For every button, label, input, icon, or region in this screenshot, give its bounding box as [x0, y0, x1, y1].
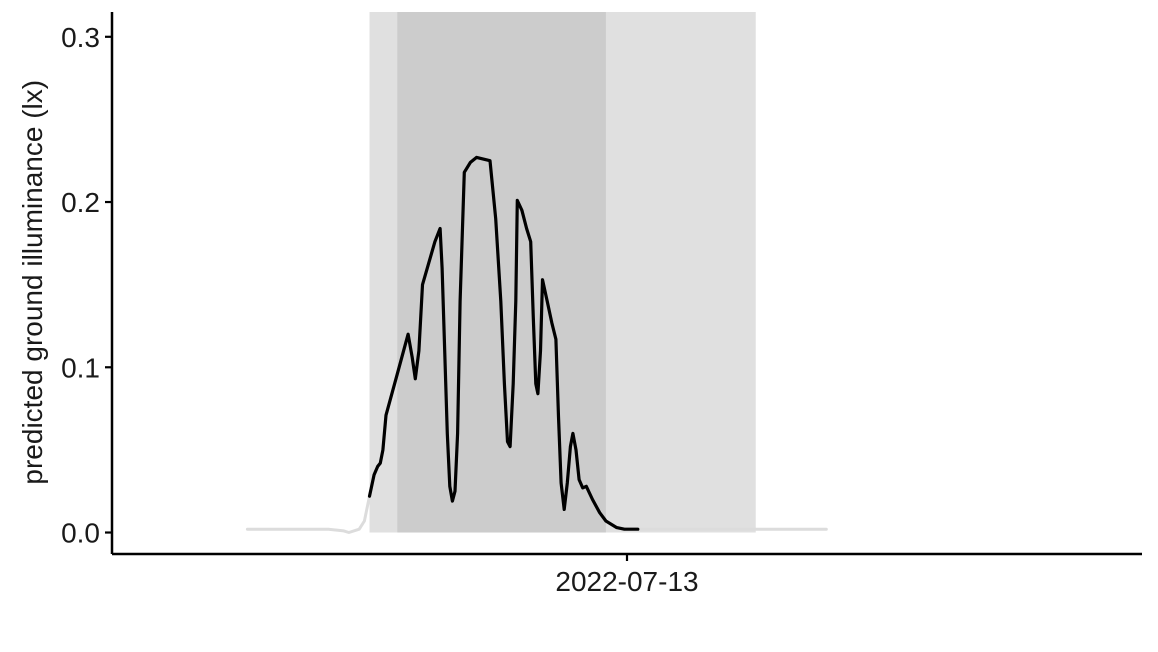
y-axis-title: predicted ground illuminance (lx) — [17, 80, 48, 485]
x-tick-label: 2022-07-13 — [555, 566, 698, 597]
y-tick-label: 0.1 — [61, 352, 100, 383]
shaded-bands — [369, 12, 756, 533]
series-line-outside — [245, 494, 371, 534]
series-lines — [245, 155, 828, 534]
x-axis-ticks: 2022-07-13 — [555, 554, 699, 597]
series-line-main — [367, 155, 640, 531]
band-night — [397, 12, 606, 533]
y-tick-label: 0.2 — [61, 187, 100, 218]
y-tick-label: 0.0 — [61, 518, 100, 549]
y-axis-ticks: 0.0 0.1 0.2 0.3 — [61, 22, 112, 549]
y-tick-label: 0.3 — [61, 22, 100, 53]
